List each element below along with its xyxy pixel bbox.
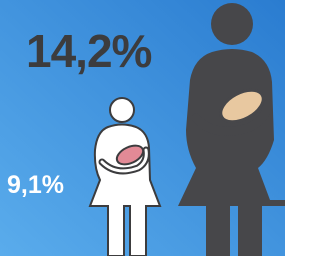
large-percentage: 14,2%	[26, 25, 152, 77]
infographic: 14,2% 9,1%	[0, 0, 285, 256]
page: 14,2% 9,1% (() => { const data = JSON.pa…	[0, 0, 285, 256]
small-percentage: 9,1%	[7, 171, 64, 199]
